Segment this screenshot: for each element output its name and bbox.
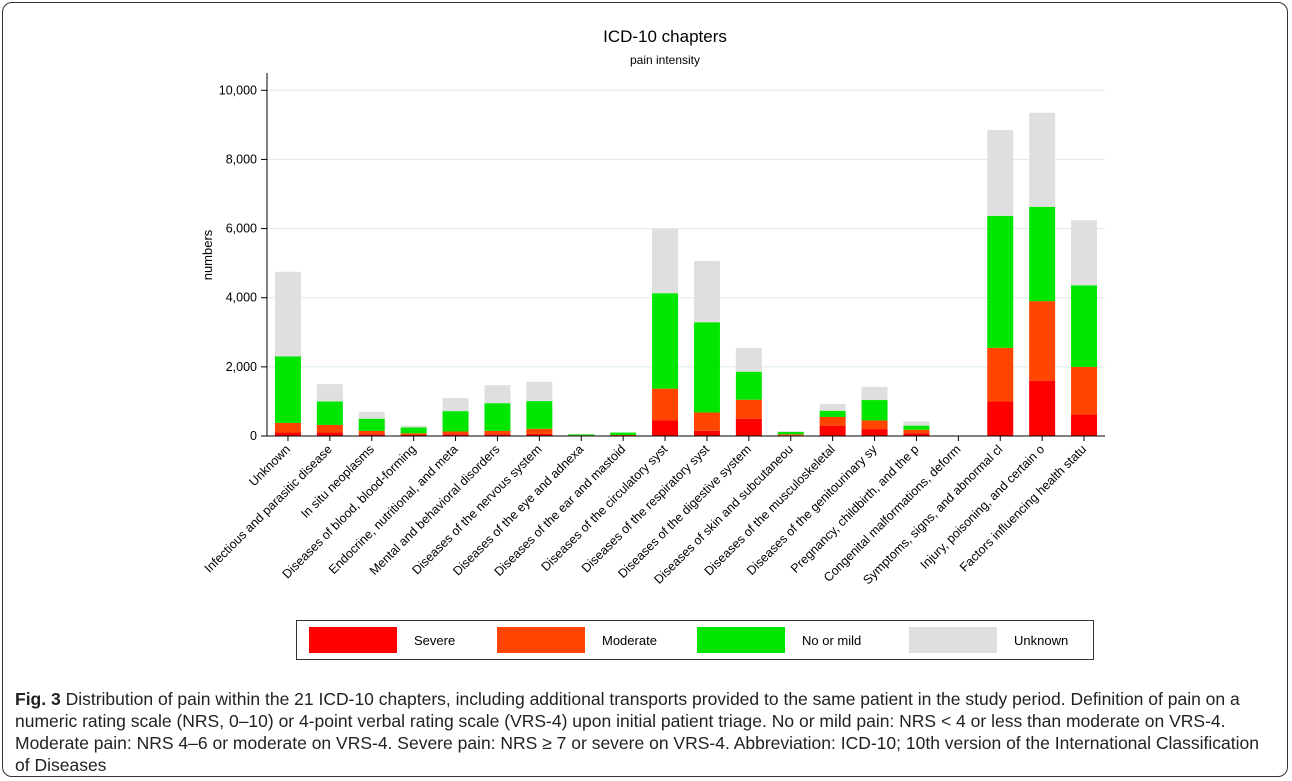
bar-segment	[735, 347, 762, 372]
legend-swatch	[909, 627, 997, 653]
bar-segment	[861, 429, 888, 436]
chart-subtitle: pain intensity	[630, 53, 700, 67]
bar-segment	[442, 431, 469, 435]
legend-label: Moderate	[602, 633, 657, 648]
bar-segment	[777, 431, 804, 435]
bar-segment	[1071, 220, 1098, 286]
bar-segment	[1071, 285, 1098, 367]
bar-segment	[652, 293, 679, 389]
bar-segment	[777, 434, 804, 436]
bar-segment	[316, 424, 343, 433]
bar-segment	[861, 400, 888, 421]
bar-segment	[442, 411, 469, 432]
bar-segment	[903, 421, 930, 426]
bar-segment	[652, 420, 679, 436]
bar-segment	[693, 322, 720, 413]
bar-segment	[861, 420, 888, 430]
bar-segment	[274, 271, 301, 357]
bar-segment	[735, 418, 762, 436]
bar-segment	[484, 403, 511, 431]
bar-segment	[693, 412, 720, 431]
bar-segment	[442, 397, 469, 412]
bar-segment	[693, 430, 720, 436]
bar-segment	[274, 422, 301, 433]
bar-segment	[526, 401, 553, 429]
bar-segment	[1029, 380, 1056, 436]
bar-segment	[1029, 112, 1056, 207]
bar-segment	[526, 428, 553, 434]
figure-label: Fig. 3	[15, 689, 61, 709]
bar-segment	[903, 433, 930, 436]
y-tick-label: 8,000	[226, 152, 257, 166]
y-axis-label: numbers	[200, 229, 215, 280]
bar-segment	[274, 356, 301, 423]
stacked-bar-chart: ICD-10 chapters pain intensity numbers 0…	[200, 27, 1105, 588]
bar-segment	[652, 228, 679, 294]
bar-segment	[1071, 366, 1098, 415]
y-tick-label: 0	[250, 429, 257, 443]
bar-segment	[819, 410, 846, 417]
bar-segment	[442, 434, 469, 436]
legend: Severe Moderate No or mild Unknown	[296, 620, 1094, 660]
bar-segment	[777, 431, 804, 432]
bar-segment	[358, 434, 385, 436]
bar-segment	[484, 385, 511, 404]
bar-segment	[358, 418, 385, 431]
y-tick-label: 10,000	[219, 83, 257, 97]
bar-segment	[484, 430, 511, 435]
bar-segment	[903, 425, 930, 430]
bar-segment	[358, 430, 385, 435]
bars-layer	[274, 112, 1098, 436]
bar-segment	[484, 434, 511, 436]
bar-segment	[693, 261, 720, 323]
bar-segment	[987, 215, 1014, 348]
bar-segment	[400, 427, 427, 434]
bar-segment	[1071, 414, 1098, 436]
y-tick-label: 2,000	[226, 360, 257, 374]
y-tick-label: 6,000	[226, 222, 257, 236]
legend-label: Unknown	[1014, 633, 1068, 648]
bar-segment	[819, 403, 846, 411]
bar-segment	[316, 401, 343, 425]
bar-segment	[358, 411, 385, 419]
legend-swatch	[309, 627, 397, 653]
bar-segment	[987, 130, 1014, 216]
x-tick-label: In situ neoplasms	[298, 442, 377, 521]
legend-label: No or mild	[802, 633, 861, 648]
axis-layer: 0 2,000 4,000 6,000 8,000 10,000	[219, 73, 1105, 443]
bar-segment	[400, 425, 427, 428]
bar-segment	[735, 371, 762, 400]
bar-segment	[1029, 206, 1056, 302]
bar-segment	[1029, 301, 1056, 381]
bar-segment	[316, 432, 343, 436]
legend-label: Severe	[414, 633, 455, 648]
bar-segment	[861, 386, 888, 401]
bar-segment	[819, 416, 846, 426]
y-tick-label: 4,000	[226, 291, 257, 305]
bar-segment	[903, 429, 930, 434]
bar-segment	[400, 433, 427, 435]
bar-segment	[987, 347, 1014, 402]
bar-segment	[274, 432, 301, 436]
legend-swatch	[497, 627, 585, 653]
chart-title: ICD-10 chapters	[603, 27, 727, 46]
bar-segment	[568, 434, 595, 436]
figure-caption: Fig. 3 Distribution of pain within the 2…	[15, 688, 1277, 776]
bar-segment	[526, 381, 553, 402]
bar-segment	[987, 401, 1014, 436]
legend-swatch	[697, 627, 785, 653]
bar-segment	[316, 384, 343, 402]
bar-segment	[819, 425, 846, 436]
bar-segment	[400, 434, 427, 436]
bar-segment	[610, 434, 637, 436]
caption-text: Distribution of pain within the 21 ICD-1…	[15, 689, 1259, 775]
bar-segment	[735, 399, 762, 419]
grid-layer	[267, 89, 1105, 368]
bar-segment	[526, 433, 553, 436]
bar-segment	[652, 388, 679, 421]
bar-segment	[610, 432, 637, 435]
